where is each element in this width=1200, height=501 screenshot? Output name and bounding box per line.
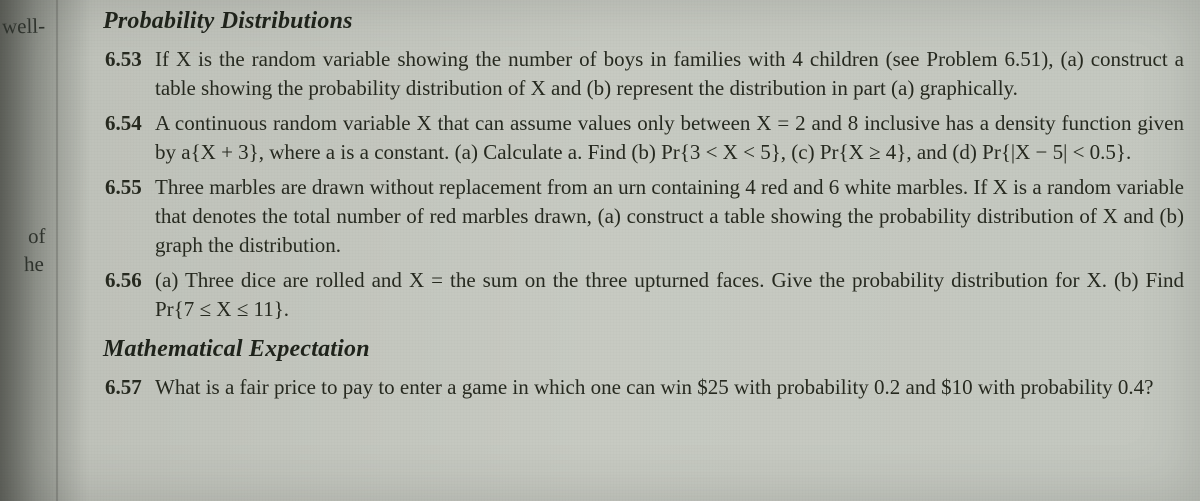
margin-fragment: well- (2, 14, 46, 40)
problem-6-53: 6.53 If X is the random variable showing… (105, 45, 1190, 103)
margin-fragment: of (28, 224, 46, 249)
textbook-page: well- of he Probability Distributions 6.… (0, 0, 1200, 501)
problem-text: What is a fair price to pay to enter a g… (155, 373, 1190, 402)
problem-number: 6.55 (105, 173, 155, 260)
content-column: Probability Distributions 6.53 If X is t… (105, 8, 1190, 408)
problem-6-57: 6.57 What is a fair price to pay to ente… (105, 373, 1190, 402)
margin-fragment: he (24, 252, 44, 277)
problem-text: A continuous random variable X that can … (155, 109, 1190, 167)
problem-6-55: 6.55 Three marbles are drawn without rep… (105, 173, 1190, 260)
section-heading-probability: Probability Distributions (103, 8, 1190, 35)
problem-number: 6.54 (105, 109, 155, 167)
problem-text: (a) Three dice are rolled and X = the su… (155, 266, 1190, 324)
problem-number: 6.57 (105, 373, 155, 402)
problem-text: If X is the random variable showing the … (155, 45, 1190, 103)
gutter-shadow (0, 0, 90, 501)
margin-rule (56, 0, 58, 501)
problem-6-54: 6.54 A continuous random variable X that… (105, 109, 1190, 167)
problem-number: 6.53 (105, 45, 155, 103)
problem-number: 6.56 (105, 266, 155, 324)
problem-6-56: 6.56 (a) Three dice are rolled and X = t… (105, 266, 1190, 324)
problem-text: Three marbles are drawn without replacem… (155, 173, 1190, 260)
section-heading-expectation: Mathematical Expectation (103, 336, 1190, 363)
